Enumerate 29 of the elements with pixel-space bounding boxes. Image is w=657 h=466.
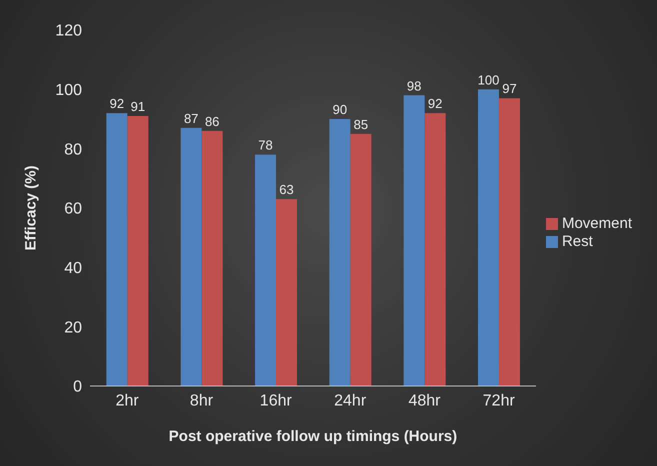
x-tick-label: 24hr: [334, 392, 367, 410]
data-label: 100: [478, 72, 500, 88]
data-label: 87: [184, 110, 198, 126]
data-label: 91: [130, 99, 146, 114]
x-tick-label: 48hr: [408, 392, 442, 410]
y-tick-label: 20: [64, 319, 82, 336]
y-tick-label: 40: [64, 260, 82, 278]
data-label: 92: [110, 96, 124, 112]
x-tick-label: 2hr: [116, 392, 140, 410]
data-label: 98: [406, 78, 422, 94]
y-tick-label: 0: [73, 378, 82, 396]
data-label: 90: [332, 102, 348, 117]
y-tick-label: 120: [55, 22, 82, 40]
legend-label: Rest: [562, 233, 593, 250]
y-tick-label: 80: [64, 141, 82, 158]
x-tick-label: 8hr: [190, 392, 214, 410]
x-axis-title: Post operative follow up timings (Hours): [168, 428, 458, 445]
y-tick-label: 100: [55, 82, 82, 100]
data-label: 86: [204, 114, 220, 129]
data-label: 97: [502, 81, 517, 96]
data-label: 78: [258, 138, 273, 153]
x-tick-label: 72hr: [482, 392, 516, 410]
y-tick-label: 60: [64, 200, 82, 218]
data-label: 85: [354, 116, 368, 132]
x-tick-label: 16hr: [260, 392, 292, 410]
legend-label: Movement: [562, 215, 632, 232]
y-axis-title: Efficacy (%): [22, 165, 40, 251]
data-label: 63: [279, 182, 294, 198]
data-label: 92: [428, 96, 442, 112]
